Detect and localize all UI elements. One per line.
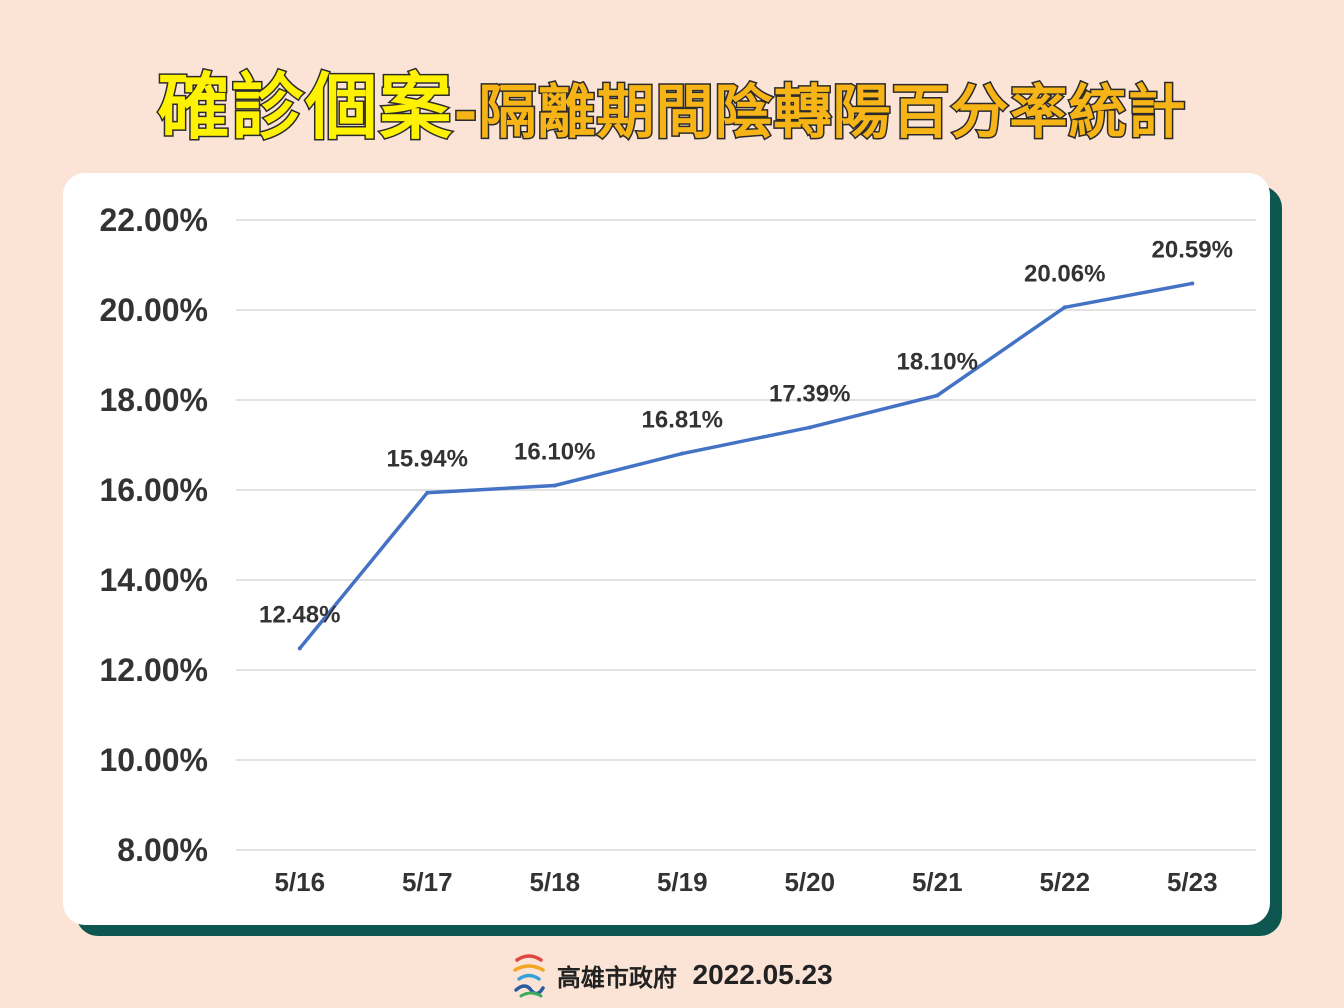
data-label: 20.06%: [1024, 260, 1105, 287]
data-label: 16.81%: [642, 407, 723, 434]
y-tick-label: 16.00%: [99, 472, 208, 508]
data-point: [552, 483, 557, 488]
data-point: [1062, 305, 1067, 310]
page-title: 確診個案-隔離期間陰轉陽百分率統計: [0, 48, 1344, 153]
x-tick-label: 5/21: [912, 867, 963, 897]
data-label: 15.94%: [387, 446, 468, 473]
y-tick-label: 22.00%: [99, 202, 208, 238]
data-label: 16.10%: [514, 439, 595, 466]
y-tick-label: 12.00%: [99, 652, 208, 688]
data-point: [425, 490, 430, 495]
chart-card: [63, 173, 1270, 925]
series-line: [298, 281, 1194, 651]
data-point: [935, 393, 940, 398]
y-tick-label: 8.00%: [117, 832, 208, 868]
y-tick-label: 18.00%: [99, 382, 208, 418]
publish-date: 2022.05.23: [692, 959, 833, 990]
title-main: 確診個案: [156, 64, 454, 151]
data-label: 18.10%: [897, 349, 978, 376]
y-tick-label: 10.00%: [99, 742, 208, 778]
data-label: 12.48%: [259, 601, 340, 628]
y-axis-ticks: 8.00% 10.00% 12.00% 14.00% 16.00% 18.00% 20.00…: [99, 202, 208, 868]
title-sub: -隔離期間陰轉陽百分率統計: [452, 77, 1187, 148]
y-tick-label: 14.00%: [99, 562, 208, 598]
data-labels: 12.48% 15.94% 16.10% 16.81% 17.39% 18.10% 20.0…: [259, 236, 1233, 628]
x-tick-label: 5/23: [1167, 867, 1218, 897]
footer: 高雄市政府 2022.05.23: [0, 952, 1344, 998]
x-axis-ticks: 5/16 5/17 5/18 5/19 5/20 5/21 5/22 5/23: [274, 867, 1217, 897]
x-tick-label: 5/19: [657, 867, 708, 897]
series-line-group: [297, 281, 1195, 651]
org-name: 高雄市政府: [556, 963, 677, 992]
data-point: [1190, 281, 1195, 286]
x-tick-label: 5/18: [529, 867, 580, 897]
data-label: 20.59%: [1152, 236, 1233, 263]
x-tick-label: 5/17: [402, 867, 453, 897]
y-tick-label: 20.00%: [99, 292, 208, 328]
gridlines: [236, 219, 1256, 851]
kaohsiung-logo-icon: [513, 954, 546, 998]
data-point: [807, 425, 812, 430]
data-point: [680, 451, 685, 456]
x-tick-label: 5/16: [274, 867, 325, 897]
data-point: [297, 646, 302, 651]
x-tick-label: 5/22: [1039, 867, 1090, 897]
x-tick-label: 5/20: [784, 867, 835, 897]
data-label: 17.39%: [769, 380, 850, 407]
